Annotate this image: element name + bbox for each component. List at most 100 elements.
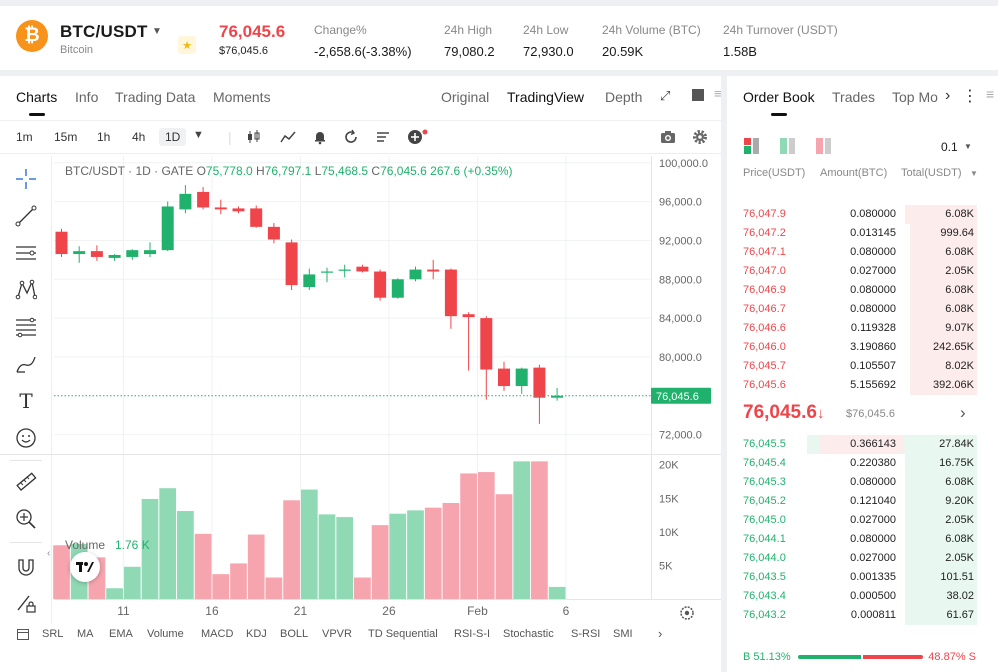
ask-row[interactable]: 76,047.2 0.013145 999.64 — [727, 224, 998, 243]
tab-order-book[interactable]: Order Book — [743, 89, 815, 116]
bid-row[interactable]: 76,043.5 0.001335 101.51 — [727, 568, 998, 587]
view-asks-only-icon[interactable] — [816, 138, 834, 159]
indicator-ema[interactable]: EMA — [109, 628, 133, 640]
volume-bar — [477, 472, 495, 599]
indicator-stochastic[interactable]: Stochastic — [503, 628, 554, 640]
tab-trades[interactable]: Trades — [832, 89, 876, 105]
change-value: 267.6 (+0.35%) — [430, 164, 512, 178]
replay-icon[interactable] — [343, 129, 359, 148]
interval-15m[interactable]: 15m — [54, 130, 78, 144]
settings-gear-icon[interactable] — [692, 129, 708, 148]
candle-body — [126, 250, 139, 257]
panel-menu-icon[interactable]: ≡ — [714, 86, 722, 101]
view-tradingview[interactable]: TradingView — [507, 89, 585, 105]
brush-icon[interactable] — [13, 351, 39, 377]
bid-row[interactable]: 76,045.4 0.220380 16.75K — [727, 454, 998, 473]
tab-charts[interactable]: Charts — [16, 89, 58, 116]
ask-row[interactable]: 76,046.7 0.080000 6.08K — [727, 300, 998, 319]
tab-trading-data[interactable]: Trading Data — [115, 89, 196, 105]
chevron-right-icon[interactable]: › — [960, 403, 966, 422]
ask-row[interactable]: 76,045.6 5.155692 392.06K — [727, 376, 998, 395]
view-both-sides-icon[interactable] — [744, 138, 762, 159]
view-original[interactable]: Original — [441, 89, 490, 105]
layout-square-icon[interactable] — [692, 89, 704, 104]
candle-body — [321, 271, 333, 273]
indicator-ma[interactable]: MA — [77, 628, 94, 640]
ruler-icon[interactable] — [13, 469, 39, 495]
candle-type-icon[interactable] — [246, 129, 262, 148]
bid-row[interactable]: 76,043.2 0.000811 61.67 — [727, 606, 998, 625]
tab-moments[interactable]: Moments — [213, 89, 271, 105]
bid-row[interactable]: 76,043.4 0.000500 38.02 — [727, 587, 998, 606]
text-tool-icon[interactable]: T — [19, 389, 33, 413]
ask-row[interactable]: 76,046.9 0.080000 6.08K — [727, 281, 998, 300]
indicator-td-sequential[interactable]: TD Sequential — [368, 628, 438, 640]
bid-row[interactable]: 76,044.1 0.080000 6.08K — [727, 530, 998, 549]
indicator-boll[interactable]: BOLL — [280, 628, 309, 640]
crosshair-icon[interactable] — [13, 166, 39, 192]
interval-4h[interactable]: 4h — [132, 130, 146, 144]
horizontal-lines-icon[interactable] — [13, 240, 39, 266]
ask-row[interactable]: 76,045.7 0.105507 8.02K — [727, 357, 998, 376]
indicator-kdj[interactable]: KDJ — [246, 628, 267, 640]
interval-more-chevron-icon[interactable]: ▼ — [193, 129, 204, 141]
emoji-icon[interactable] — [13, 425, 39, 451]
ask-row[interactable]: 76,046.0 3.190860 242.65K — [727, 338, 998, 357]
favorite-star-icon[interactable]: ★ — [178, 36, 196, 54]
ask-row[interactable]: 76,046.6 0.119328 9.07K — [727, 319, 998, 338]
pair-selector[interactable]: BTC/USDT — [60, 22, 148, 41]
chevron-down-icon[interactable]: ▼ — [152, 26, 162, 37]
lock-pen-icon[interactable] — [13, 590, 39, 616]
depth-bar — [904, 454, 977, 473]
indicator-s-rsi[interactable]: S-RSI — [571, 628, 601, 640]
view-depth[interactable]: Depth — [605, 89, 643, 105]
indicator-smi[interactable]: SMI — [613, 628, 633, 640]
templates-icon[interactable] — [375, 129, 391, 148]
bid-row[interactable]: 76,045.0 0.027000 2.05K — [727, 511, 998, 530]
indicator-srl[interactable]: SRL — [42, 628, 64, 640]
tab-top-movers[interactable]: Top Mo — [892, 89, 938, 105]
tradingview-logo-icon[interactable] — [70, 552, 100, 582]
trend-line-icon[interactable] — [13, 203, 39, 229]
fullscreen-icon[interactable]: ⤢ — [660, 88, 671, 103]
indicator-volume[interactable]: Volume — [147, 628, 184, 640]
panel-menu-icon[interactable]: ≡ — [986, 86, 995, 102]
order-total: 9.07K — [945, 322, 974, 334]
ask-row[interactable]: 76,047.0 0.027000 2.05K — [727, 262, 998, 281]
bid-row[interactable]: 76,045.5 0.366143 27.84K — [727, 435, 998, 454]
interval-1m[interactable]: 1m — [16, 130, 33, 144]
interval-1h[interactable]: 1h — [97, 130, 111, 144]
magnet-icon[interactable] — [13, 554, 39, 580]
price-chart[interactable]: 100,000.0 96,000.0 92,000.0 88,000.0 84,000.… — [0, 156, 721, 624]
high-value: 76,797.1 — [265, 164, 315, 178]
alert-bell-icon[interactable] — [312, 129, 328, 148]
fib-retracement-icon[interactable] — [13, 314, 39, 340]
indicator-vpvr[interactable]: VPVR — [322, 628, 352, 640]
ask-row[interactable]: 76,047.1 0.080000 6.08K — [727, 243, 998, 262]
zoom-in-icon[interactable] — [13, 506, 39, 532]
indicator-rsi-s-i[interactable]: RSI-S-I — [454, 628, 491, 640]
calendar-icon[interactable] — [17, 628, 29, 643]
bid-row[interactable]: 76,044.0 0.027000 2.05K — [727, 549, 998, 568]
chevron-down-icon[interactable]: ▼ — [964, 142, 972, 151]
reset-axis-gear-icon[interactable] — [680, 606, 694, 620]
order-book-panel: Order Book Trades Top Mo › ⋮ ≡ 0.1 ▼ Pri… — [727, 76, 998, 672]
tab-info[interactable]: Info — [75, 89, 99, 105]
view-bids-only-icon[interactable] — [780, 138, 798, 159]
camera-snapshot-icon[interactable] — [660, 129, 676, 148]
more-vertical-icon[interactable]: ⋮ — [962, 88, 978, 105]
chevron-right-icon[interactable]: › — [658, 626, 663, 641]
pattern-tool-icon[interactable] — [13, 277, 39, 303]
interval-1d[interactable]: 1D — [159, 128, 187, 146]
precision-select[interactable]: 0.1 — [941, 140, 958, 154]
indicators-icon[interactable] — [280, 129, 296, 148]
bid-row[interactable]: 76,045.2 0.121040 9.20K — [727, 492, 998, 511]
indicator-macd[interactable]: MACD — [201, 628, 234, 640]
col-total[interactable]: Total(USDT) — [901, 167, 962, 179]
ask-row[interactable]: 76,047.9 0.080000 6.08K — [727, 205, 998, 224]
order-amount: 0.366143 — [850, 438, 896, 450]
add-plus-icon[interactable] — [407, 129, 429, 148]
chevron-right-icon[interactable]: › — [945, 87, 951, 104]
bid-row[interactable]: 76,045.3 0.080000 6.08K — [727, 473, 998, 492]
chevron-down-icon[interactable]: ▼ — [970, 169, 978, 178]
